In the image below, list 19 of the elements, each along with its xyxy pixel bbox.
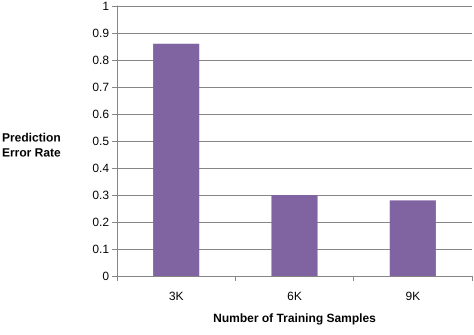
bar: [390, 200, 436, 276]
y-tick-label: 0: [102, 269, 110, 283]
y-tick-label: 0.4: [92, 161, 110, 175]
y-tick-label: 0.9: [92, 26, 110, 40]
y-tick-label: 0.3: [92, 188, 110, 202]
bar: [153, 44, 200, 276]
x-tick-label: 3K: [168, 289, 184, 303]
y-tick-label: 0.6: [92, 107, 110, 121]
x-tick-label: 9K: [405, 289, 420, 303]
y-tick-label: 0.2: [92, 215, 110, 229]
y-tick-label: 1: [102, 0, 110, 13]
bar: [271, 195, 318, 276]
y-tick-label: 0.8: [92, 53, 110, 67]
y-tick-label: 0.7: [92, 80, 110, 94]
y-tick-label: 0.1: [92, 242, 110, 256]
y-tick-label: 0.5: [92, 134, 110, 148]
y-axis-title: Prediction Error Rate: [2, 130, 64, 160]
x-axis-title: Number of Training Samples: [213, 311, 376, 325]
x-tick-label: 6K: [287, 289, 302, 303]
